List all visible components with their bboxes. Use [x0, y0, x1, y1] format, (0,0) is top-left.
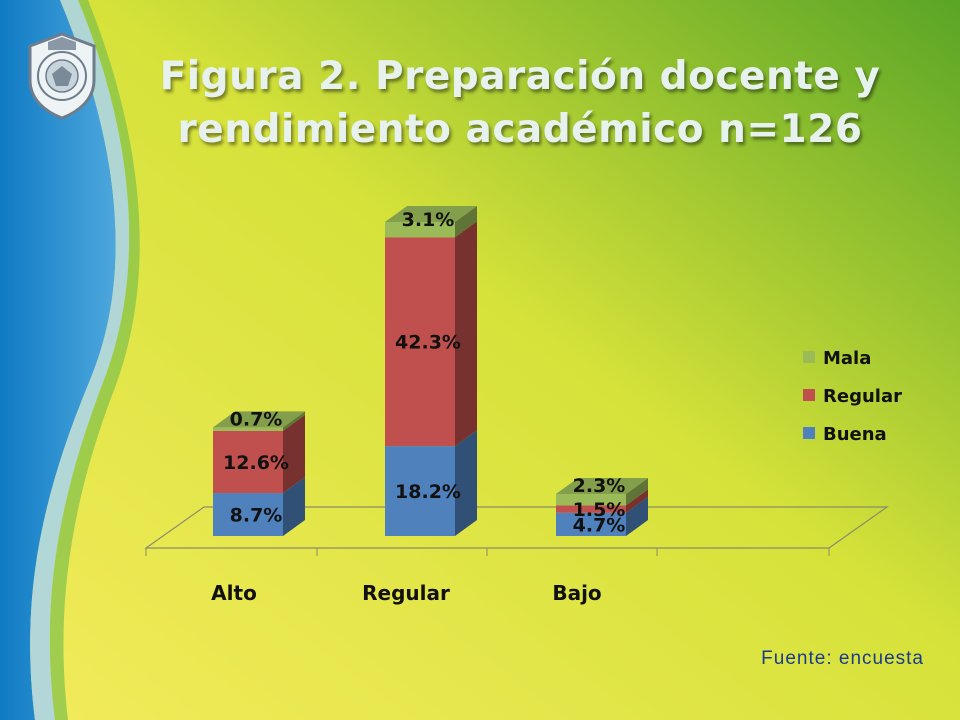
bar-segment-buena-bajo: [556, 496, 648, 536]
left-wave-blue: [0, 0, 116, 720]
category-label: Bajo: [552, 581, 601, 605]
bar-segment-buena-regular: [385, 430, 477, 536]
bar-segment-mala-bajo: [556, 478, 648, 506]
data-labels: 8.7% 12.6% 0.7% 18.2% 42.3% 3.1% 4.7%1.5%2.3%: [223, 209, 625, 536]
bar-front: [556, 494, 626, 506]
chart-floor: [144, 506, 889, 556]
bar-segment-regular-bajo: [556, 489, 648, 513]
source-note: Fuente: encuesta: [761, 648, 924, 669]
legend-swatch: [803, 427, 815, 439]
bar-side: [283, 411, 305, 431]
bar-side: [626, 489, 648, 513]
category-labels: Alto Regular Bajo: [211, 581, 601, 605]
left-wave-green: [49, 0, 140, 720]
legend-label: Regular: [823, 386, 902, 407]
university-seal-icon: [28, 32, 96, 120]
chart-legend: Mala Regular Buena: [803, 348, 902, 445]
legend-label: Buena: [823, 424, 887, 445]
category-label: Alto: [211, 581, 257, 605]
bar-side: [626, 496, 648, 536]
bar-side: [455, 430, 477, 536]
bar-segment-mala-regular: [385, 205, 477, 238]
bar-front: [213, 430, 283, 494]
chart-bars: [213, 205, 648, 536]
title-line-1: Figura 2. Preparación docente y: [159, 54, 881, 99]
bar-side: [626, 478, 648, 506]
data-label: 8.7%: [230, 505, 283, 527]
bar-front: [556, 512, 626, 536]
data-label: 18.2%: [395, 481, 461, 503]
bar-front: [385, 446, 455, 536]
category-label: Regular: [362, 581, 450, 605]
data-label: 3.1%: [402, 209, 455, 231]
bar-front: [385, 221, 455, 238]
bar-side: [283, 414, 305, 494]
bar-segment-buena-alto: [213, 477, 305, 536]
bar-segment-regular-regular: [385, 221, 477, 447]
bar-top: [385, 205, 477, 222]
bar-side: [455, 205, 477, 238]
slide-title: Figura 2. Preparación docente y rendimie…: [120, 50, 920, 156]
floor-plane: [144, 506, 889, 549]
data-label: 0.7%: [230, 408, 283, 430]
bar-side: [455, 221, 477, 447]
bar-side: [283, 477, 305, 536]
bar-segment-regular-alto: [213, 414, 305, 494]
bar-front: [385, 237, 455, 447]
data-label: 1.5%: [573, 499, 626, 521]
legend-swatch: [803, 389, 815, 401]
bar-front: [556, 505, 626, 513]
data-label: 4.7%: [573, 514, 626, 536]
left-wave-light: [30, 0, 130, 720]
data-label: 12.6%: [223, 452, 289, 474]
bar-front: [213, 427, 283, 431]
bar-top: [556, 478, 648, 495]
data-label: 2.3%: [573, 475, 626, 497]
bar-front: [213, 493, 283, 536]
data-label: 42.3%: [395, 332, 461, 354]
legend-label: Mala: [823, 348, 871, 369]
legend-swatch: [803, 351, 815, 363]
title-line-2: rendimiento académico n=126: [177, 107, 863, 152]
bar-segment-mala-alto: [213, 411, 305, 431]
bar-top: [213, 411, 305, 428]
